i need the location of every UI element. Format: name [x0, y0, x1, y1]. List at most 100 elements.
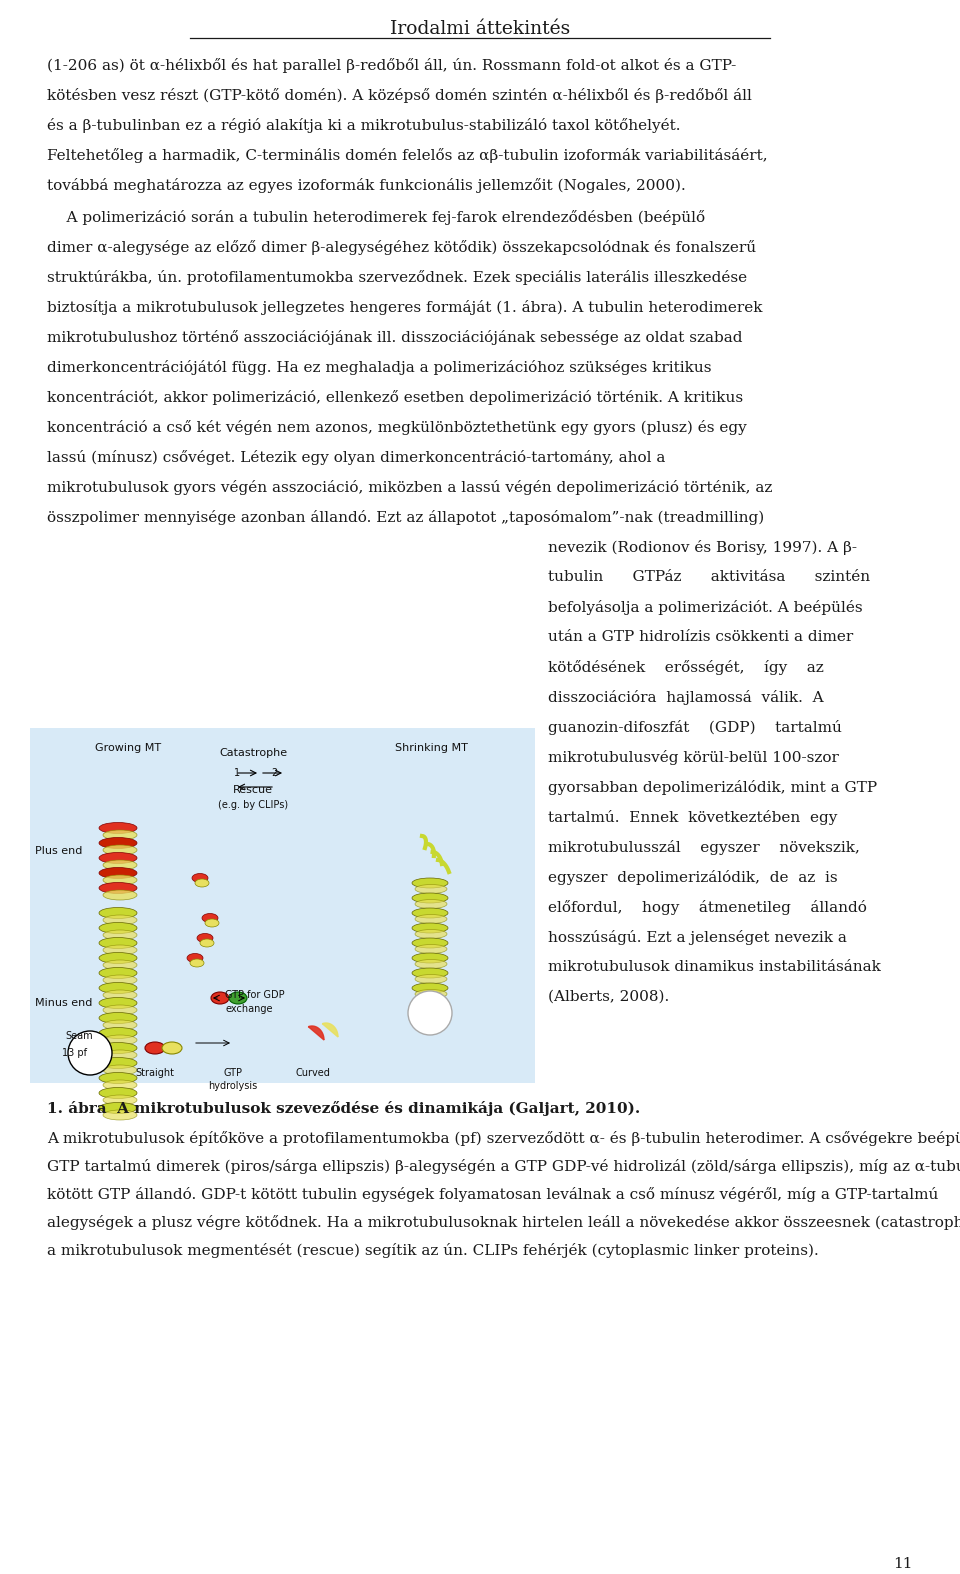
Text: biztosítja a mikrotubulusok jellegzetes hengeres formáját (1. ábra). A tubulin h: biztosítja a mikrotubulusok jellegzetes …: [47, 301, 762, 315]
Ellipse shape: [415, 899, 447, 908]
Text: Minus end: Minus end: [35, 998, 92, 1007]
Text: kötött GTP állandó. GDP-t kötött tubulin egységek folyamatosan leválnak a cső mí: kötött GTP állandó. GDP-t kötött tubulin…: [47, 1187, 938, 1203]
Text: után a GTP hidrolízis csökkenti a dimer: után a GTP hidrolízis csökkenti a dimer: [548, 630, 853, 644]
Text: exchange: exchange: [225, 1004, 273, 1014]
Ellipse shape: [99, 938, 137, 949]
Ellipse shape: [200, 940, 214, 948]
Ellipse shape: [103, 990, 137, 999]
Text: gyorsabban depolimerizálódik, mint a GTP: gyorsabban depolimerizálódik, mint a GTP: [548, 781, 877, 795]
Ellipse shape: [412, 922, 448, 933]
Ellipse shape: [99, 1028, 137, 1039]
Ellipse shape: [412, 908, 448, 918]
Ellipse shape: [412, 984, 448, 993]
Ellipse shape: [197, 933, 213, 943]
Ellipse shape: [415, 1004, 447, 1014]
Ellipse shape: [190, 959, 204, 966]
Text: összpolimer mennyisége azonban állandó. Ezt az állapotot „taposómalom”-nak (trea: összpolimer mennyisége azonban állandó. …: [47, 510, 764, 526]
Text: Curved: Curved: [296, 1069, 330, 1078]
Ellipse shape: [412, 998, 448, 1007]
Text: Seam: Seam: [65, 1031, 92, 1040]
Text: lassú (mínusz) csővéget. Létezik egy olyan dimerkoncentráció-tartomány, ahol a: lassú (mínusz) csővéget. Létezik egy oly…: [47, 450, 665, 464]
Ellipse shape: [415, 990, 447, 998]
Text: befolyásolja a polimerizációt. A beépülés: befolyásolja a polimerizációt. A beépülé…: [548, 600, 863, 615]
Text: Plus end: Plus end: [35, 845, 83, 856]
Text: (e.g. by CLIPs): (e.g. by CLIPs): [218, 800, 288, 811]
Ellipse shape: [415, 930, 447, 938]
Text: A polimerizáció során a tubulin heterodimerek fej-farok elrendeződésben (beépülő: A polimerizáció során a tubulin heterodi…: [47, 209, 706, 225]
Text: koncentráció a cső két végén nem azonos, megkülönböztethetünk egy gyors (plusz) : koncentráció a cső két végén nem azonos,…: [47, 420, 747, 434]
Text: mikrotubulushoz történő asszociációjának ill. disszociációjának sebessége az old: mikrotubulushoz történő asszociációjának…: [47, 331, 742, 345]
Text: 11: 11: [894, 1557, 913, 1571]
Text: mikrotubulusok gyors végén asszociáció, miközben a lassú végén depolimerizáció t: mikrotubulusok gyors végén asszociáció, …: [47, 480, 773, 494]
Text: továbbá meghatározza az egyes izoformák funkcionális jellemzőit (Nogales, 2000).: továbbá meghatározza az egyes izoformák …: [47, 178, 685, 194]
Text: Feltehetőleg a harmadik, C-terminális domén felelős az αβ-tubulin izoformák vari: Feltehetőleg a harmadik, C-terminális do…: [47, 148, 768, 164]
Text: GTP tartalmú dimerek (piros/sárga ellipszis) β-alegységén a GTP GDP-vé hidrolizá: GTP tartalmú dimerek (piros/sárga ellips…: [47, 1158, 960, 1174]
Ellipse shape: [103, 930, 137, 940]
Ellipse shape: [99, 837, 137, 848]
Ellipse shape: [99, 1102, 137, 1113]
Ellipse shape: [412, 892, 448, 903]
Text: hosszúságú. Ezt a jelenséget nevezik a: hosszúságú. Ezt a jelenséget nevezik a: [548, 930, 847, 944]
Text: egyszer  depolimerizálódik,  de  az  is: egyszer depolimerizálódik, de az is: [548, 870, 838, 885]
Text: és a β-tubulinban ez a régió alakítja ki a mikrotubulus-stabilizáló taxol kötőhe: és a β-tubulinban ez a régió alakítja ki…: [47, 118, 681, 132]
Ellipse shape: [412, 952, 448, 963]
Ellipse shape: [103, 1066, 137, 1075]
Ellipse shape: [412, 878, 448, 888]
Polygon shape: [308, 1026, 324, 1040]
Ellipse shape: [211, 992, 229, 1004]
Text: alegységek a plusz végre kötődnek. Ha a mikrotubulusoknak hirtelen leáll a növek: alegységek a plusz végre kötődnek. Ha a …: [47, 1215, 960, 1229]
Ellipse shape: [103, 845, 137, 855]
Ellipse shape: [103, 944, 137, 955]
Ellipse shape: [99, 823, 137, 834]
Text: dimer α-alegysége az előző dimer β-alegységéhez kötődik) összekapcsolódnak és fo: dimer α-alegysége az előző dimer β-alegy…: [47, 239, 756, 255]
Text: tartalmú.  Ennek  következtében  egy: tartalmú. Ennek következtében egy: [548, 811, 837, 825]
Ellipse shape: [415, 1020, 447, 1028]
Ellipse shape: [412, 1014, 448, 1023]
Ellipse shape: [187, 954, 203, 962]
Ellipse shape: [99, 1012, 137, 1023]
Ellipse shape: [99, 952, 137, 963]
Text: 1: 1: [234, 768, 240, 778]
Text: Shrinking MT: Shrinking MT: [396, 743, 468, 752]
Bar: [30, 729, 535, 1083]
Ellipse shape: [202, 913, 218, 922]
Text: mikrotubulusvég körül-belül 100-szor: mikrotubulusvég körül-belül 100-szor: [548, 749, 839, 765]
Ellipse shape: [99, 982, 137, 993]
Ellipse shape: [103, 875, 137, 885]
Text: 2: 2: [271, 768, 277, 778]
Ellipse shape: [99, 998, 137, 1009]
Ellipse shape: [103, 1110, 137, 1121]
Ellipse shape: [412, 968, 448, 977]
Text: 13 pf: 13 pf: [62, 1048, 87, 1058]
Ellipse shape: [99, 1042, 137, 1053]
Text: Catastrophe: Catastrophe: [219, 748, 287, 759]
Text: koncentrációt, akkor polimerizáció, ellenkező esetben depolimerizáció történik. : koncentrációt, akkor polimerizáció, elle…: [47, 390, 743, 405]
Ellipse shape: [229, 992, 247, 1004]
Ellipse shape: [99, 1088, 137, 1099]
Ellipse shape: [145, 1042, 165, 1055]
Text: 1. ábra  A mikrotubulusok szeveződése és dinamikája (Galjart, 2010).: 1. ábra A mikrotubulusok szeveződése és …: [47, 1100, 640, 1116]
Ellipse shape: [103, 1020, 137, 1029]
Text: mikrotubulusszál    egyszer    növekszik,: mikrotubulusszál egyszer növekszik,: [548, 841, 860, 855]
Ellipse shape: [412, 938, 448, 948]
Text: struktúrákba, ún. protofilamentumokba szerveződnek. Ezek speciális laterális ill: struktúrákba, ún. protofilamentumokba sz…: [47, 271, 747, 285]
Ellipse shape: [162, 1042, 182, 1055]
Text: Growing MT: Growing MT: [95, 743, 161, 752]
Ellipse shape: [205, 919, 219, 927]
Ellipse shape: [103, 974, 137, 985]
Polygon shape: [323, 1023, 338, 1037]
Text: GTP for GDP: GTP for GDP: [225, 990, 284, 999]
Text: (Alberts, 2008).: (Alberts, 2008).: [548, 990, 669, 1004]
Ellipse shape: [99, 867, 137, 878]
Text: Irodalmi áttekintés: Irodalmi áttekintés: [390, 20, 570, 38]
Ellipse shape: [195, 878, 209, 888]
Ellipse shape: [99, 883, 137, 894]
Text: (1-206 as) öt α-hélixből és hat parallel β-redőből áll, ún. Rossmann fold-ot alk: (1-206 as) öt α-hélixből és hat parallel…: [47, 58, 736, 72]
Text: kötődésének    erősségét,    így    az: kötődésének erősségét, így az: [548, 660, 824, 675]
Text: guanozin-difoszfát    (GDP)    tartalmú: guanozin-difoszfát (GDP) tartalmú: [548, 719, 842, 735]
Text: dimerkoncentrációjától függ. Ha ez meghaladja a polimerizációhoz szükséges kriti: dimerkoncentrációjától függ. Ha ez megha…: [47, 360, 711, 375]
Ellipse shape: [103, 1006, 137, 1015]
Ellipse shape: [103, 859, 137, 870]
Ellipse shape: [99, 1058, 137, 1069]
Ellipse shape: [99, 922, 137, 933]
